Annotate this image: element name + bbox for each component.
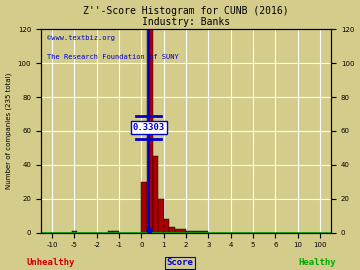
Bar — [164, 219, 169, 232]
Bar — [158, 199, 164, 232]
Bar — [186, 231, 208, 232]
Y-axis label: Number of companies (235 total): Number of companies (235 total) — [5, 73, 12, 189]
Bar — [175, 229, 186, 232]
Bar — [113, 231, 119, 232]
Text: 0.3303: 0.3303 — [132, 123, 165, 132]
Title: Z''-Score Histogram for CUNB (2016)
Industry: Banks: Z''-Score Histogram for CUNB (2016) Indu… — [83, 6, 289, 27]
Text: Healthy: Healthy — [298, 258, 336, 267]
Bar — [147, 29, 153, 232]
Bar — [141, 182, 147, 232]
Text: Score: Score — [167, 258, 193, 267]
Bar — [108, 231, 113, 232]
Text: ©www.textbiz.org: ©www.textbiz.org — [47, 35, 114, 41]
Text: The Research Foundation of SUNY: The Research Foundation of SUNY — [47, 54, 179, 60]
Text: Unhealthy: Unhealthy — [26, 258, 75, 267]
Bar — [169, 227, 175, 232]
Bar — [72, 231, 77, 232]
Bar — [153, 156, 158, 232]
